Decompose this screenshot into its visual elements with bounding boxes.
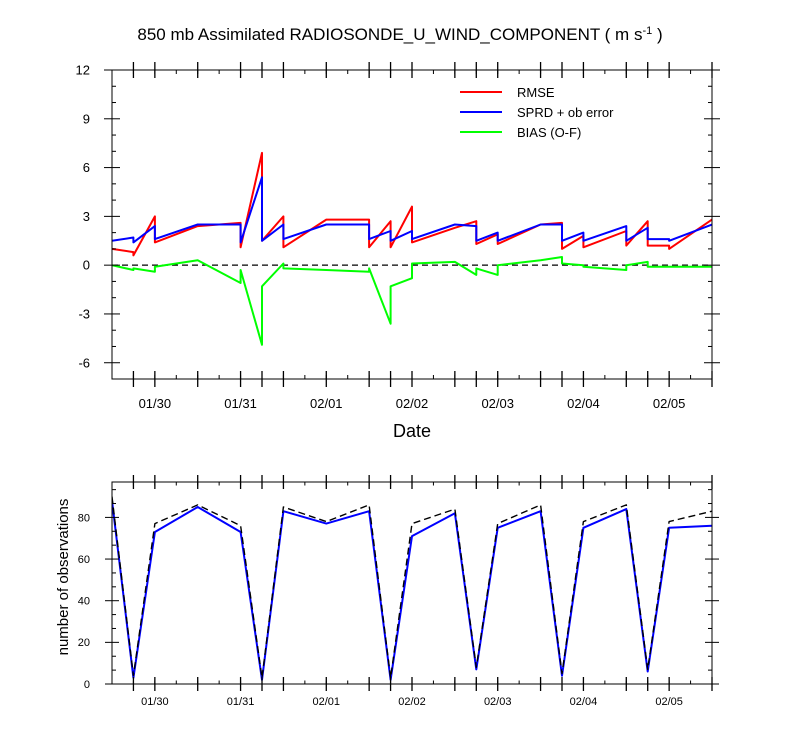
bottom-y-tick-label: 20 xyxy=(78,637,90,649)
bottom-series-line-dashed xyxy=(112,496,712,679)
bottom-x-tick-label: 02/02 xyxy=(398,696,426,708)
figure-title: 850 mb Assimilated RADIOSONDE_U_WIND_COM… xyxy=(137,25,662,44)
top-y-tick-label: -6 xyxy=(78,355,90,370)
bottom-x-tick-label: 02/03 xyxy=(484,696,512,708)
bottom-series-line-solid xyxy=(112,500,712,681)
bottom-x-tick-label: 01/30 xyxy=(141,696,169,708)
legend: RMSE SPRD + ob error BIAS (O-F) xyxy=(460,85,614,140)
bottom-panel: 01/30 01/31 02/01 02/02 02/03 02/04 02/05 0 20 40… xyxy=(55,475,719,708)
bottom-x-tick-label: 02/01 xyxy=(313,696,341,708)
legend-label: RMSE xyxy=(517,85,555,100)
top-series-line-bias-o-f- xyxy=(112,256,712,346)
top-y-tick-label: 6 xyxy=(83,160,90,175)
top-axes: 01/30 01/31 02/01 02/02 02/03 02/04 02/05 -6 -3 0… xyxy=(76,62,720,411)
figure-title-superscript: -1 xyxy=(642,25,652,37)
top-x-tick-label: 01/31 xyxy=(224,396,257,411)
bottom-y-axis-label: number of observations xyxy=(55,499,72,656)
figure-title-main: 850 mb Assimilated RADIOSONDE_U_WIND_COM… xyxy=(137,25,642,44)
top-plot-area xyxy=(112,151,712,346)
figure-title-end: ) xyxy=(652,25,662,44)
top-x-axis-label: Date xyxy=(393,421,431,441)
bottom-y-tick-label: 60 xyxy=(78,554,90,566)
top-y-tick-label: 12 xyxy=(76,63,90,78)
top-y-tick-label: 0 xyxy=(83,258,90,273)
legend-label: BIAS (O-F) xyxy=(517,125,581,140)
bottom-y-tick-label: 80 xyxy=(78,512,90,524)
bottom-x-tick-label: 02/05 xyxy=(655,696,683,708)
bottom-axes: 01/30 01/31 02/01 02/02 02/03 02/04 02/05 0 20 40… xyxy=(78,475,719,708)
bottom-plot-area xyxy=(112,496,712,681)
top-x-tick-label: 02/04 xyxy=(567,396,600,411)
top-y-tick-label: -3 xyxy=(78,306,90,321)
top-series-line-sprd-ob-error xyxy=(112,176,712,244)
top-x-tick-label: 02/02 xyxy=(396,396,429,411)
bottom-y-tick-label: 0 xyxy=(84,679,90,691)
top-x-tick-label: 02/01 xyxy=(310,396,343,411)
top-x-tick-label: 02/05 xyxy=(653,396,686,411)
bottom-x-tick-label: 01/31 xyxy=(227,696,255,708)
top-y-tick-label: 3 xyxy=(83,209,90,224)
legend-label: SPRD + ob error xyxy=(517,105,614,120)
top-x-tick-label: 02/03 xyxy=(481,396,514,411)
top-panel: 01/30 01/31 02/01 02/02 02/03 02/04 02/05 -6 -3 0… xyxy=(76,62,720,441)
top-x-tick-label: 01/30 xyxy=(139,396,172,411)
bottom-y-tick-label: 40 xyxy=(78,596,90,608)
bottom-x-tick-label: 02/04 xyxy=(570,696,598,708)
bottom-frame xyxy=(111,481,713,685)
top-y-tick-label: 9 xyxy=(83,111,90,126)
